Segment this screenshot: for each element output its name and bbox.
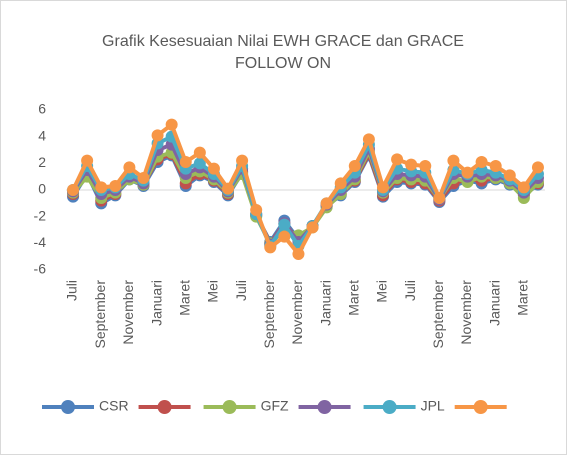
y-tick-label: 4 bbox=[38, 127, 46, 143]
legend-label: GFZ bbox=[261, 398, 289, 414]
x-tick-label: September bbox=[92, 280, 108, 349]
point bbox=[123, 161, 136, 174]
point bbox=[348, 160, 361, 172]
point bbox=[278, 230, 291, 243]
point bbox=[447, 154, 460, 167]
point bbox=[67, 184, 80, 196]
point bbox=[517, 181, 530, 194]
point bbox=[320, 197, 333, 210]
x-tick-label: Maret bbox=[176, 280, 192, 316]
point bbox=[236, 154, 249, 167]
y-tick-label: -2 bbox=[34, 207, 47, 223]
legend-marker bbox=[61, 400, 75, 414]
point bbox=[334, 177, 347, 190]
legend-label: JPL bbox=[421, 398, 445, 414]
legend-marker bbox=[222, 400, 237, 414]
point bbox=[81, 154, 94, 167]
point bbox=[151, 129, 164, 142]
point bbox=[250, 204, 263, 216]
point bbox=[503, 169, 516, 182]
x-tick-label: Juli bbox=[64, 280, 80, 301]
x-tick-label: September bbox=[430, 280, 446, 349]
x-tick-label: Mei bbox=[374, 280, 390, 303]
x-tick-label: Januari bbox=[486, 280, 502, 326]
point bbox=[489, 160, 502, 172]
x-tick-label: Maret bbox=[346, 280, 362, 316]
x-tick-label: Juli bbox=[233, 280, 249, 301]
point bbox=[405, 158, 418, 171]
legend-label: CSR bbox=[99, 398, 129, 414]
point bbox=[207, 162, 220, 175]
point bbox=[362, 133, 375, 146]
point bbox=[461, 166, 474, 179]
x-tick-label: November bbox=[289, 280, 305, 345]
point bbox=[391, 153, 404, 166]
point bbox=[306, 221, 319, 234]
x-tick-label: Januari bbox=[148, 280, 164, 326]
point bbox=[222, 182, 235, 195]
point bbox=[264, 241, 277, 254]
legend-marker bbox=[317, 400, 332, 414]
y-tick-label: 6 bbox=[38, 101, 46, 117]
x-tick-label: September bbox=[261, 280, 277, 349]
point bbox=[193, 157, 206, 170]
x-tick-label: November bbox=[458, 280, 474, 345]
x-tick-label: November bbox=[120, 280, 136, 345]
legend-marker bbox=[473, 400, 488, 414]
y-tick-label: 2 bbox=[38, 154, 46, 170]
x-tick-label: Juli bbox=[402, 280, 418, 301]
x-tick-label: Mei bbox=[205, 280, 221, 303]
point bbox=[292, 248, 305, 260]
point bbox=[419, 160, 432, 172]
legend-marker bbox=[382, 400, 397, 414]
chart-title: Grafik Kesesuaian Nilai EWH GRACE dan GR… bbox=[102, 33, 464, 72]
point bbox=[95, 181, 108, 194]
point bbox=[531, 161, 544, 174]
point bbox=[109, 180, 122, 192]
y-tick-label: -4 bbox=[34, 234, 47, 250]
point bbox=[278, 218, 291, 231]
point bbox=[376, 181, 389, 194]
point bbox=[137, 172, 150, 184]
series-line bbox=[71, 122, 540, 256]
y-tick-label: -6 bbox=[34, 261, 47, 277]
legend-marker bbox=[157, 400, 172, 414]
point bbox=[475, 156, 488, 168]
point bbox=[433, 192, 446, 204]
point bbox=[165, 118, 178, 131]
point bbox=[179, 156, 192, 168]
y-tick-label: 0 bbox=[38, 181, 46, 197]
x-tick-label: Januari bbox=[317, 280, 333, 326]
x-tick-label: Maret bbox=[515, 280, 531, 316]
point bbox=[193, 146, 206, 159]
